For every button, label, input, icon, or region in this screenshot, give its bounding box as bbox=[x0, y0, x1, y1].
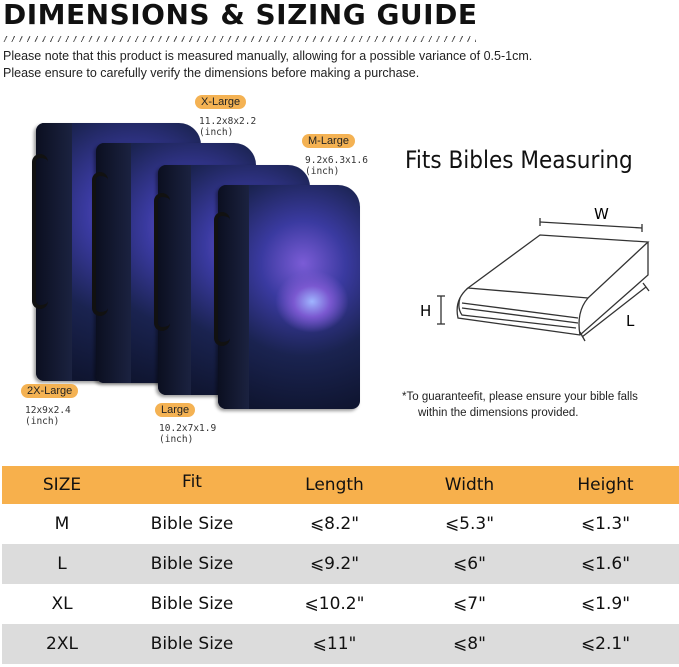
size-dims-2xlarge: 12x9x2.4 (inch) bbox=[25, 405, 71, 427]
cell-height: ⩽1.3" bbox=[580, 514, 631, 534]
cell-length: ⩽10.2" bbox=[304, 594, 365, 614]
table-row: M Bible Size ⩽8.2" ⩽5.3" ⩽1.3" bbox=[2, 504, 679, 544]
header-size: SIZE bbox=[2, 466, 122, 504]
cell-size: M bbox=[54, 514, 70, 534]
cell-size: 2XL bbox=[2, 624, 122, 664]
size-dims-xlarge: 11.2x8x2.2 (inch) bbox=[199, 116, 257, 138]
header-fit: Fit bbox=[122, 466, 262, 504]
fit-note-1: *To guaranteefit, please ensure your bib… bbox=[402, 391, 638, 403]
size-badge-large: Large bbox=[155, 403, 196, 417]
cell-size: L bbox=[2, 544, 122, 584]
cell-width: ⩽6" bbox=[407, 544, 532, 584]
cell-height: ⩽1.6" bbox=[532, 544, 679, 584]
length-label: L bbox=[626, 312, 635, 330]
table-header-row: SIZE Fit Length Width Height bbox=[2, 466, 679, 504]
cell-fit: Bible Size bbox=[150, 594, 234, 614]
header-length: Length bbox=[262, 466, 407, 504]
cell-width: ⩽5.3" bbox=[444, 514, 495, 534]
size-badge-mlarge: M-Large bbox=[302, 134, 355, 148]
header-width: Width bbox=[407, 466, 532, 504]
size-badge-xlarge: X-Large bbox=[195, 95, 247, 109]
table-row: L Bible Size ⩽9.2" ⩽6" ⩽1.6" bbox=[2, 544, 679, 584]
cover-m bbox=[214, 185, 360, 409]
cell-length: ⩽8.2" bbox=[309, 514, 360, 534]
cell-width: ⩽7" bbox=[453, 594, 486, 614]
size-table: SIZE Fit Length Width Height M Bible Size… bbox=[2, 466, 679, 664]
fits-heading: Fits Bibles Measuring bbox=[405, 146, 633, 174]
header-height: Height bbox=[532, 466, 679, 504]
cell-size: XL bbox=[51, 594, 73, 614]
page-title: DIMENSIONS & SIZING GUIDE bbox=[3, 0, 478, 31]
cell-width: ⩽8" bbox=[407, 624, 532, 664]
size-badge-2xlarge: 2X-Large bbox=[21, 384, 79, 398]
note-line-1: Please note that this product is measure… bbox=[3, 49, 533, 63]
table-row: XL Bible Size ⩽10.2" ⩽7" ⩽1.9" bbox=[2, 584, 679, 624]
cell-fit: Bible Size bbox=[150, 514, 234, 534]
table-row: 2XL Bible Size ⩽11" ⩽8" ⩽2.1" bbox=[2, 624, 679, 664]
cell-height: ⩽2.1" bbox=[532, 624, 679, 664]
cell-length: ⩽9.2" bbox=[262, 544, 407, 584]
divider bbox=[3, 36, 476, 42]
width-label: W bbox=[594, 205, 609, 223]
cell-fit: Bible Size bbox=[122, 624, 262, 664]
book-diagram: W H L bbox=[420, 205, 650, 342]
size-dims-large: 10.2x7x1.9 (inch) bbox=[159, 423, 217, 445]
height-label: H bbox=[420, 302, 431, 320]
fit-note-2: within the dimensions provided. bbox=[418, 407, 579, 419]
size-dims-mlarge: 9.2x6.3x1.6 (inch) bbox=[305, 155, 368, 177]
note-line-2: Please ensure to carefully verify the di… bbox=[3, 66, 420, 80]
cell-length: ⩽11" bbox=[262, 624, 407, 664]
cell-height: ⩽1.9" bbox=[580, 594, 631, 614]
cell-fit: Bible Size bbox=[122, 544, 262, 584]
